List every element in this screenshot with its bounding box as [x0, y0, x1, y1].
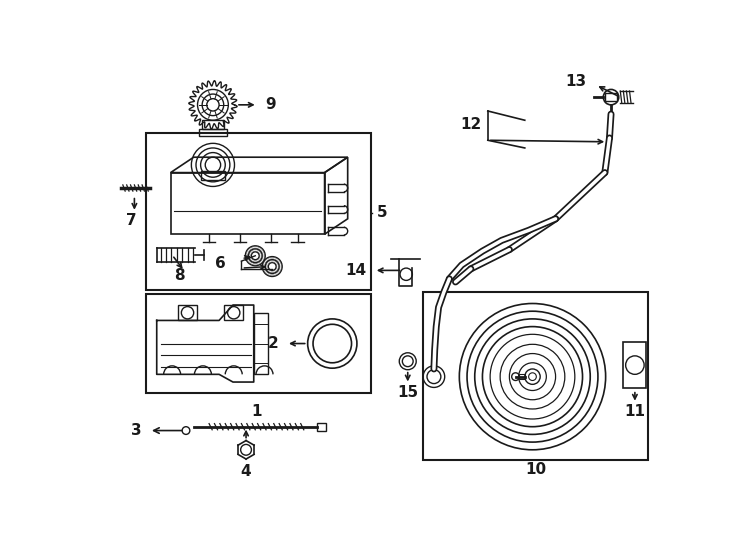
- Text: 2: 2: [268, 336, 278, 351]
- Text: 5: 5: [377, 205, 388, 220]
- Bar: [519, 374, 525, 379]
- Text: 9: 9: [265, 97, 276, 112]
- Text: 1: 1: [252, 404, 262, 419]
- Bar: [623, 342, 647, 388]
- Bar: [202, 120, 224, 130]
- Text: 15: 15: [397, 384, 418, 400]
- Bar: [200, 171, 225, 180]
- Bar: [146, 132, 371, 289]
- Text: 7: 7: [126, 213, 137, 228]
- Text: 10: 10: [525, 462, 546, 477]
- Bar: [178, 305, 197, 320]
- Text: 8: 8: [175, 268, 185, 284]
- Text: 12: 12: [460, 117, 482, 132]
- Text: 14: 14: [345, 263, 366, 278]
- Bar: [605, 93, 617, 101]
- Bar: [423, 292, 648, 460]
- Text: 11: 11: [625, 404, 645, 419]
- Bar: [254, 313, 268, 374]
- Bar: [225, 305, 243, 320]
- Bar: [146, 294, 371, 393]
- Text: 3: 3: [131, 423, 142, 438]
- Text: 4: 4: [241, 464, 251, 479]
- Bar: [317, 423, 326, 430]
- Bar: [170, 173, 324, 234]
- Text: 13: 13: [565, 74, 586, 89]
- Bar: [199, 130, 227, 136]
- Circle shape: [525, 369, 540, 384]
- Text: 6: 6: [215, 256, 226, 271]
